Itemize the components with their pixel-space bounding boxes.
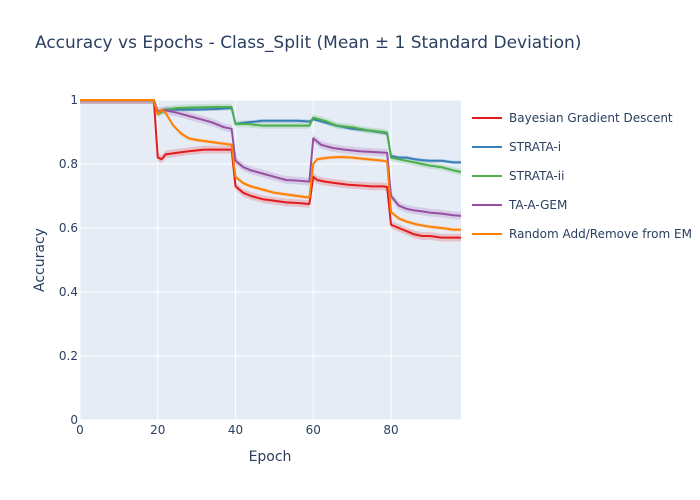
y-tick-label: 0.6 [59,221,78,235]
error-band-3 [80,100,461,220]
plot-background [80,100,461,420]
y-tick-label: 1 [70,93,78,107]
series-line-1[interactable] [80,99,461,164]
x-tick-label: 20 [150,423,165,437]
legend-item[interactable]: Random Add/Remove from EM [472,219,692,248]
y-tick-label: 0.4 [59,285,78,299]
legend-label: STRATA-i [509,139,562,154]
x-tick-label: 60 [306,423,321,437]
grid-lines [79,99,461,421]
series-lines [80,99,462,239]
legend-item[interactable]: STRATA-i [472,132,692,161]
y-axis-label: Accuracy [32,228,48,292]
legend-item[interactable]: STRATA-ii [472,161,692,190]
series-line-3[interactable] [80,99,462,217]
legend-swatch [472,203,502,206]
legend-label: Bayesian Gradient Descent [509,110,673,125]
legend-swatch [472,232,502,235]
x-tick-label: 40 [228,423,243,437]
x-tick-label: 0 [76,423,84,437]
legend-label: Random Add/Remove from EM [509,226,692,241]
legend-label: TA-A-GEM [509,197,568,212]
y-tick-label: 0.8 [59,157,78,171]
y-tick-label: 0 [70,413,78,427]
y-tick-label: 0.2 [59,349,78,363]
series-line-2[interactable] [80,99,462,173]
tick-labels: 0 20 40 60 80 0 0.2 0.4 0.6 0.8 1 [59,93,399,437]
legend-swatch [472,145,502,148]
legend-item[interactable]: TA-A-GEM [472,190,692,219]
legend-item[interactable]: Bayesian Gradient Descent [472,103,692,132]
legend: Bayesian Gradient Descent STRATA-i STRATA-… [472,103,692,248]
series-line-4[interactable] [80,99,461,231]
chart-title: Accuracy vs Epochs - Class_Split (Mean ±… [35,33,582,53]
series-line-0[interactable] [80,99,461,239]
legend-swatch [472,174,502,177]
x-axis-label: Epoch [249,449,292,465]
x-tick-label: 80 [383,423,398,437]
legend-label: STRATA-ii [509,168,565,183]
legend-swatch [472,116,502,119]
